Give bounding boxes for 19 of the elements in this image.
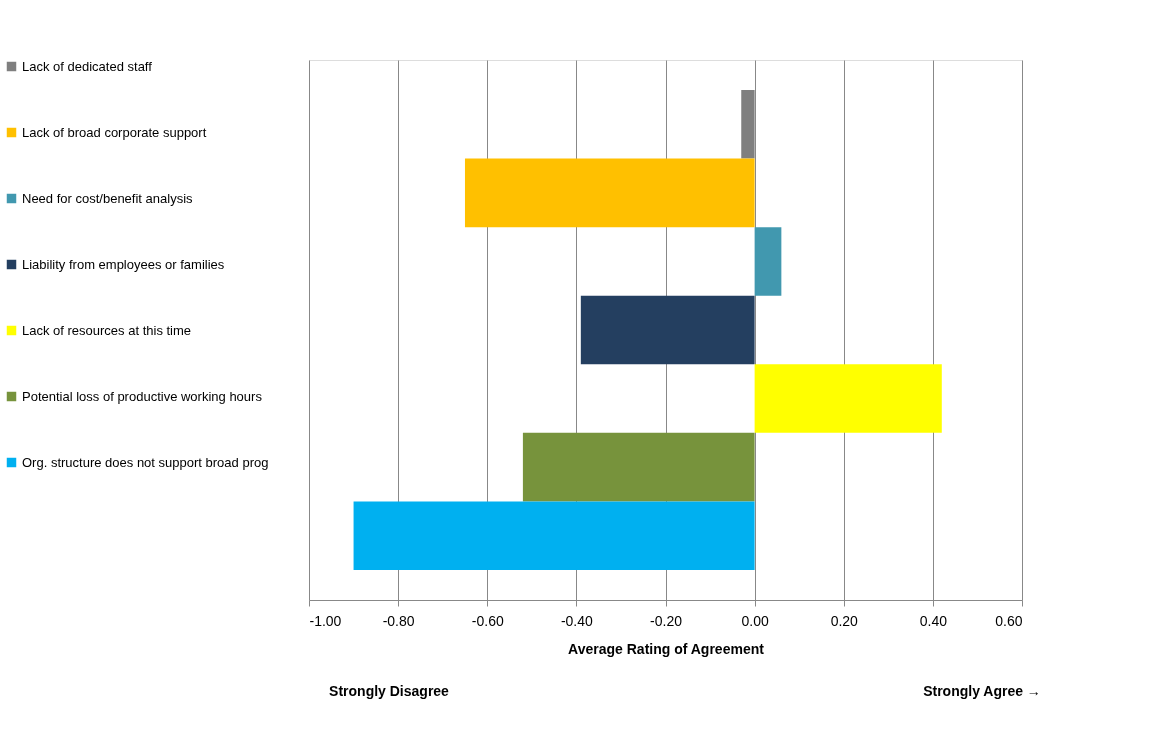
x-tick-label: -0.80 <box>382 612 415 629</box>
legend-label: Lack of dedicated staff <box>22 58 153 74</box>
legend-label: Potential loss of productive working hours <box>22 388 263 404</box>
legend-label: Lack of resources at this time <box>22 322 192 338</box>
x-tick-label: -1.00 <box>309 612 342 629</box>
x-tick-label: 0.60 <box>995 612 1023 629</box>
x-axis-title: Average Rating of Agreement <box>568 640 765 657</box>
x-tick-label: 0.20 <box>830 612 859 629</box>
legend-label: Lack of broad corporate support <box>22 124 207 140</box>
x-tick-label: 0.40 <box>919 612 948 629</box>
legend-label: Liability from employees or families <box>22 256 225 272</box>
x-tick-label: -0.60 <box>471 612 504 629</box>
x-tick-label: 0.00 <box>741 612 769 629</box>
text: Strongly Agree → <box>923 683 1041 699</box>
legend-label: Need for cost/benefit analysis <box>22 190 194 206</box>
text: Strongly Disagree <box>329 683 450 699</box>
x-tick-label: -0.40 <box>560 612 594 629</box>
legend-label: Org. structure does not support broad prog <box>22 454 269 470</box>
x-tick-label: -0.20 <box>650 612 683 629</box>
